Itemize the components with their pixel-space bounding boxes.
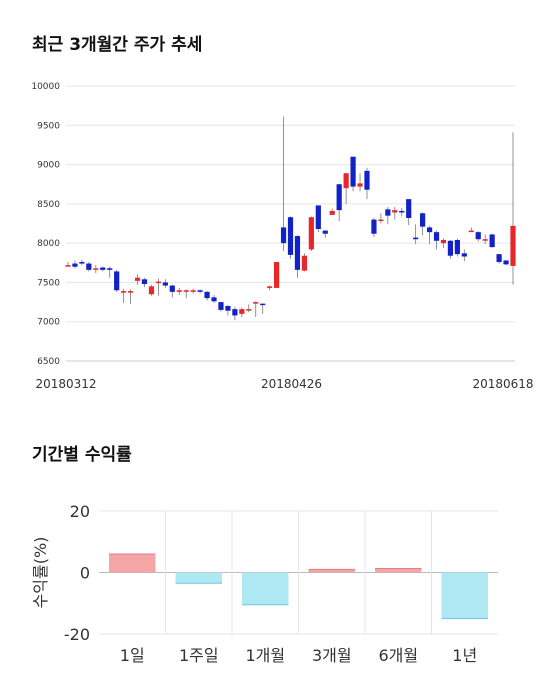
section-title-price-trend: 최근 3개월간 주가 추세	[32, 35, 203, 55]
x-tick-label: 20180312	[35, 377, 96, 391]
candle-up	[301, 255, 308, 271]
returns-bar-chart: 20 0 -20 1일 1주일 1개월 3개월 6개월 1년 수익률(%)	[31, 502, 498, 665]
candle-up	[155, 281, 161, 284]
candle-up	[468, 230, 474, 233]
candle-up	[329, 210, 335, 215]
x-tick-label: 3개월	[312, 646, 352, 665]
x-tick-label: 20180618	[472, 377, 533, 391]
candle-up	[93, 268, 99, 270]
candle-down	[114, 271, 120, 291]
candle-down	[336, 184, 342, 211]
candle-down	[141, 279, 148, 284]
candle-up	[190, 290, 196, 292]
return-bar	[441, 572, 488, 619]
x-tick-label: 1개월	[245, 646, 285, 665]
x-tick-label: 1년	[452, 646, 477, 665]
candle-down	[79, 262, 85, 264]
x-tick-label: 1일	[120, 646, 145, 665]
x-tick-label: 1주일	[179, 646, 219, 665]
candlestick-chart: 10000 9500 9000 8500 8000 7500 7000 6500 2018031…	[31, 82, 533, 391]
candle-down	[211, 297, 217, 302]
candle-down	[218, 302, 224, 310]
candle-down	[169, 285, 175, 292]
section-title-period-returns: 기간별 수익률	[32, 445, 132, 465]
y-tick-label: 20	[70, 502, 90, 521]
y-tick-label: 7500	[37, 278, 60, 288]
candle-down	[287, 217, 294, 255]
y-tick-label: 0	[80, 564, 90, 583]
y-tick-label: 9000	[37, 161, 60, 171]
candle-up	[343, 173, 349, 189]
candle-up	[357, 183, 363, 187]
candle-down	[454, 240, 460, 255]
return-bar	[308, 569, 355, 573]
candle-up	[176, 290, 182, 292]
candle-down	[385, 209, 391, 216]
candle-down	[371, 219, 377, 234]
candle-up	[308, 217, 314, 250]
candle-down	[204, 291, 210, 299]
candle-down	[496, 254, 502, 262]
candle-up	[127, 291, 134, 293]
candle-down	[475, 232, 481, 240]
candle-down	[503, 260, 509, 265]
y-tick-label: 8500	[37, 200, 60, 210]
return-bar	[109, 554, 156, 573]
candle-up	[65, 265, 71, 267]
candle-up	[134, 277, 141, 281]
y-tick-label: 9500	[37, 121, 60, 131]
candle-up	[440, 240, 447, 244]
candle-up	[482, 239, 488, 241]
candle-down	[399, 210, 405, 213]
candle-down	[413, 237, 419, 240]
y-tick-label: 8000	[37, 239, 60, 249]
candle-down	[315, 205, 321, 229]
candle-down	[489, 234, 495, 248]
candle-down	[420, 213, 426, 227]
y-tick-label: 10000	[31, 82, 60, 92]
candle-down	[294, 236, 301, 270]
candle-down	[426, 227, 433, 233]
candle-down	[461, 253, 467, 257]
candle-up	[121, 291, 127, 293]
candle-down	[322, 230, 328, 234]
candle-up	[148, 286, 155, 295]
x-tick-label: 20180426	[261, 377, 322, 391]
candle-up	[239, 309, 245, 314]
candle-down	[260, 303, 266, 306]
candle-down	[364, 170, 370, 190]
candle-down	[107, 268, 113, 270]
candle-down	[280, 227, 287, 244]
candle-down	[447, 240, 454, 256]
candle-down	[162, 282, 168, 286]
candle-down	[350, 156, 356, 187]
candle-up	[510, 225, 516, 266]
return-bar	[375, 568, 422, 573]
y-tick-label: -20	[64, 625, 90, 644]
candle-up	[253, 302, 259, 304]
candle-up	[246, 309, 252, 311]
candle-down	[72, 263, 78, 267]
candle-up	[392, 210, 398, 213]
x-tick-label: 6개월	[378, 646, 418, 665]
y-tick-label: 7000	[37, 318, 60, 328]
candle-down	[406, 199, 412, 218]
y-tick-label: 6500	[37, 357, 60, 367]
candle-down	[232, 309, 238, 316]
return-bar	[175, 572, 222, 584]
candle-down	[433, 232, 440, 241]
candle-down	[197, 290, 203, 292]
return-bar	[242, 572, 289, 605]
candle-down	[86, 263, 92, 270]
candle-up	[273, 262, 280, 288]
candle-up	[378, 219, 384, 222]
candle-down	[225, 306, 231, 311]
y-axis-label: 수익률(%)	[31, 537, 50, 609]
candle-down	[100, 267, 106, 270]
candle-up	[183, 290, 189, 292]
candle-up	[267, 286, 273, 288]
